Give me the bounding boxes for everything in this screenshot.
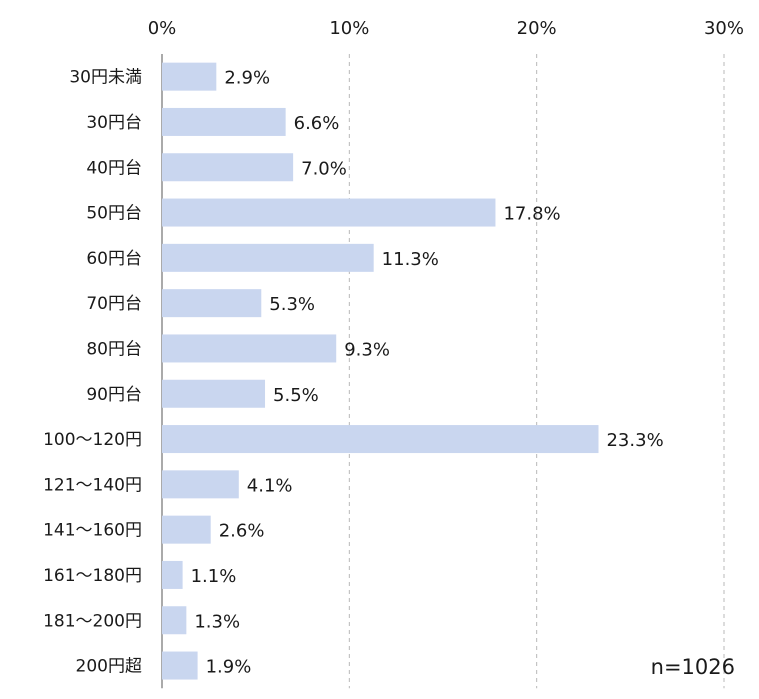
- category-label: 40円台: [86, 158, 142, 178]
- category-label: 70円台: [86, 294, 142, 314]
- bar: [162, 606, 187, 635]
- value-label: 11.3%: [382, 249, 439, 270]
- value-label: 23.3%: [606, 430, 663, 451]
- value-label: 2.6%: [219, 521, 265, 542]
- bar: [162, 470, 239, 499]
- category-label: 181～200円: [43, 611, 142, 631]
- category-label: 141～160円: [43, 521, 142, 541]
- bars: [162, 62, 599, 680]
- category-label: 121～140円: [43, 475, 142, 495]
- category-label: 200円超: [76, 657, 142, 677]
- value-label: 17.8%: [503, 204, 560, 225]
- category-label: 90円台: [86, 385, 142, 405]
- value-label: 9.3%: [344, 339, 390, 360]
- bar: [162, 334, 337, 363]
- bar: [162, 379, 266, 408]
- x-tick-label: 10%: [329, 18, 369, 39]
- bar: [162, 425, 599, 454]
- bar: [162, 515, 211, 544]
- category-label: 50円台: [86, 204, 142, 224]
- category-label: 30円未満: [69, 68, 142, 88]
- bar: [162, 560, 183, 589]
- bar: [162, 243, 374, 272]
- value-label: 4.1%: [247, 475, 293, 496]
- value-label: 5.5%: [273, 385, 319, 406]
- value-labels: 2.9% 6.6% 7.0% 17.8% 11.3% 5.3% 9.3% 5.5% 23.3% 4…: [191, 68, 664, 678]
- x-tick-label: 20%: [517, 18, 557, 39]
- bar: [162, 153, 294, 182]
- value-label: 1.9%: [206, 657, 252, 678]
- category-label: 60円台: [86, 249, 142, 269]
- bar: [162, 198, 496, 227]
- bar: [162, 289, 262, 318]
- category-label: 80円台: [86, 339, 142, 359]
- value-label: 1.1%: [191, 566, 237, 587]
- category-label: 161～180円: [43, 566, 142, 586]
- value-label: 6.6%: [294, 113, 340, 134]
- category-label: 30円台: [86, 113, 142, 133]
- bar: [162, 107, 286, 136]
- category-label: 100～120円: [43, 430, 142, 450]
- sample-size-note: n=1026: [651, 655, 735, 679]
- category-labels: 30円未満 30円台 40円台 50円台 60円台 70円台 80円台 90円台 100～120…: [43, 68, 142, 677]
- x-tick-label: 0%: [148, 18, 177, 39]
- x-axis-ticks: 0% 10% 20% 30%: [148, 18, 744, 39]
- bar: [162, 62, 217, 91]
- grid-lines: [348, 54, 725, 689]
- value-label: 7.0%: [301, 158, 347, 179]
- value-label: 2.9%: [224, 68, 270, 89]
- bar: [162, 651, 198, 680]
- x-tick-label: 30%: [704, 18, 744, 39]
- value-label: 5.3%: [269, 294, 315, 315]
- value-label: 1.3%: [194, 611, 240, 632]
